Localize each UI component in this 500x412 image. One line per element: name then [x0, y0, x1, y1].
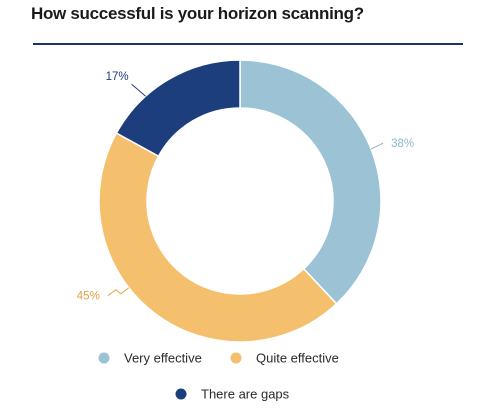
- legend-item-there-are-gaps: There are gaps: [175, 387, 290, 402]
- legend-item-very-effective: Very effective: [98, 351, 202, 366]
- data-label-there-are-gaps: 17%: [106, 71, 129, 83]
- leader-line: [370, 142, 384, 150]
- slice-very-effective: [239, 59, 382, 305]
- slice-quite-effective: [98, 132, 338, 343]
- legend-label: There are gaps: [201, 387, 290, 402]
- legend-label: Quite effective: [256, 351, 339, 366]
- legend-item-quite-effective: Quite effective: [230, 351, 339, 366]
- slice-there-are-gaps: [115, 59, 241, 158]
- title-divider: [33, 43, 463, 45]
- data-label-quite-effective: 45%: [77, 291, 100, 303]
- leader-line: [131, 83, 146, 97]
- legend-label: Very effective: [124, 351, 202, 366]
- data-label-very-effective: 38%: [391, 138, 414, 150]
- legend-marker: [98, 352, 110, 364]
- legend-marker: [230, 352, 242, 364]
- leader-line: [107, 287, 130, 297]
- chart-title: How successful is your horizon scanning?: [31, 4, 364, 23]
- legend-marker: [175, 388, 187, 400]
